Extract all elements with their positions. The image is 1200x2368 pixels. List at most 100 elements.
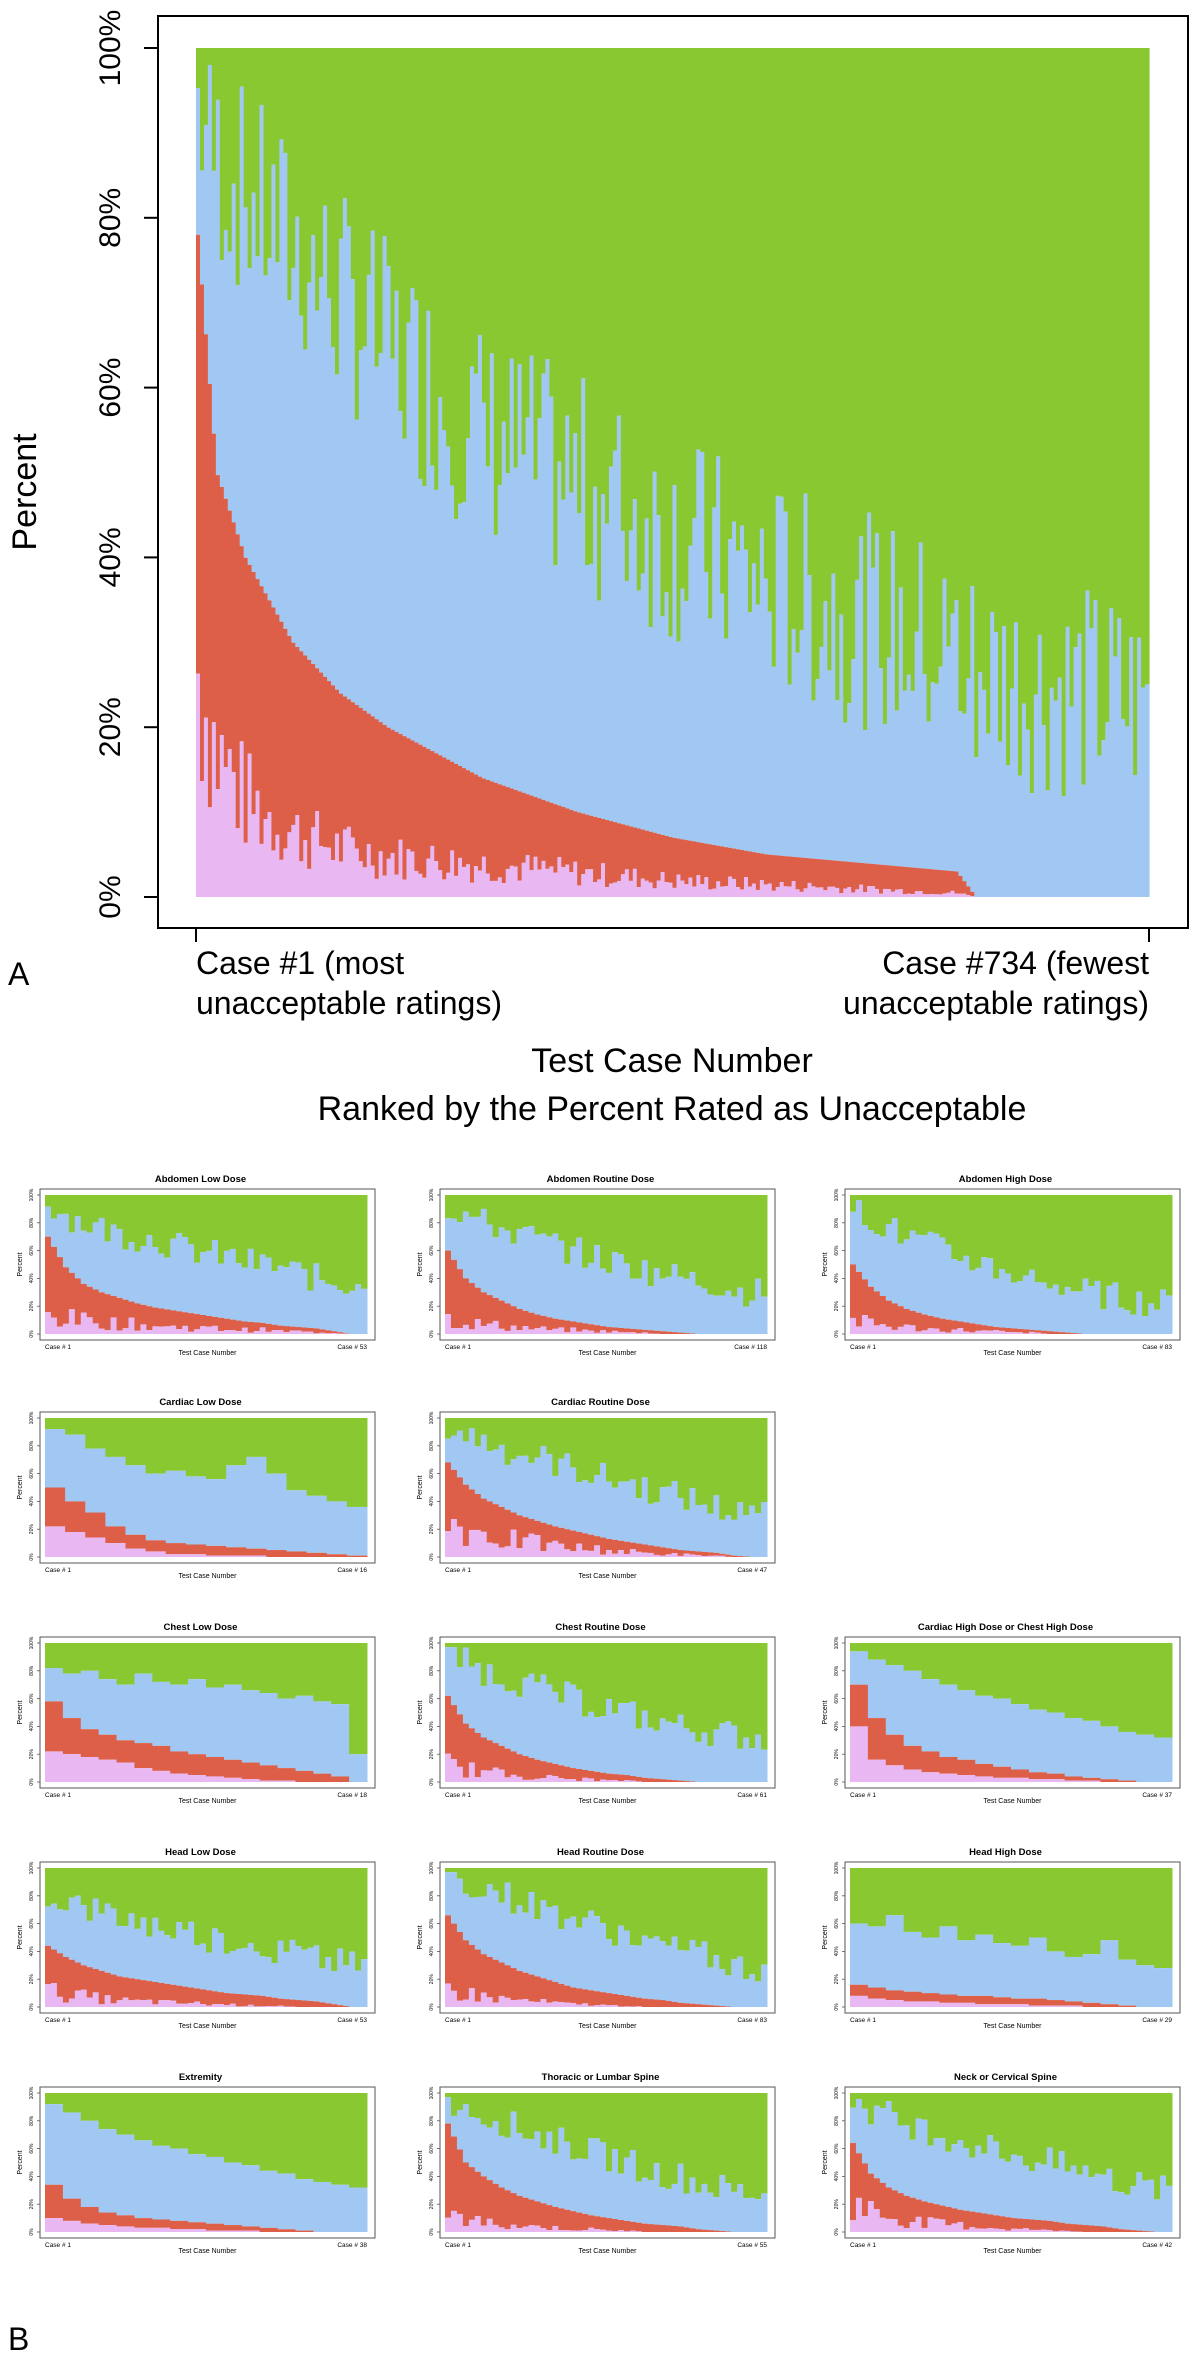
small-bar <box>921 1195 929 1334</box>
small-bar <box>1166 1195 1173 1334</box>
small-bar <box>185 1418 207 1557</box>
small-y-tick-label: 80% <box>429 1217 435 1228</box>
small-bar <box>1142 2093 1149 2232</box>
main-bar <box>215 48 221 897</box>
main-bar <box>1133 48 1138 897</box>
small-bar <box>164 1868 171 2007</box>
small-bar <box>623 1868 631 2007</box>
small-bars <box>445 1643 768 1782</box>
small-bar <box>606 1418 613 1557</box>
small-bar <box>749 1868 756 2007</box>
small-xlabel: Test Case Number <box>579 2023 638 2030</box>
small-y-tick-label: 100% <box>429 1188 435 1201</box>
small-y-tick-label: 60% <box>29 1468 35 1479</box>
small-bar <box>677 1643 685 1782</box>
small-y-tick-label: 60% <box>29 1245 35 1256</box>
small-y-tick-label: 20% <box>429 1749 435 1760</box>
small-bar <box>755 1195 762 1334</box>
main-bar <box>1085 48 1091 897</box>
small-plot-frame <box>39 2086 376 2239</box>
small-bar <box>1011 1868 1030 2007</box>
small-x-start-label: Case # 1 <box>445 2017 471 2024</box>
main-bar <box>1025 48 1031 897</box>
small-bars <box>445 1418 768 1557</box>
small-bar <box>689 1195 696 1334</box>
small-ylabel: Percent <box>17 1252 24 1276</box>
small-bar <box>462 1195 470 1334</box>
main-bar <box>612 48 618 897</box>
small-y-tick-label: 60% <box>429 1693 435 1704</box>
small-bar <box>319 1868 326 2007</box>
small-bar <box>158 1868 165 2007</box>
small-bar <box>206 1195 213 1334</box>
small-bar <box>194 1195 201 1334</box>
small-bar <box>504 1195 512 1334</box>
small-bar <box>295 1643 314 1782</box>
small-bar <box>128 1868 135 2007</box>
main-bar <box>593 48 598 897</box>
small-bar <box>235 1195 243 1334</box>
small-bar <box>665 2093 673 2232</box>
small-bar <box>241 2093 261 2232</box>
main-bar <box>902 48 908 897</box>
small-bar <box>713 1195 720 1334</box>
small-xlabel: Test Case Number <box>579 2248 638 2255</box>
small-bar <box>665 1643 673 1782</box>
main-bar <box>331 48 336 897</box>
small-bar <box>731 2093 738 2232</box>
small-bars <box>45 2093 368 2232</box>
main-bar <box>509 48 515 897</box>
small-x-end-label: Case # 42 <box>1142 2242 1172 2249</box>
small-bar <box>617 1195 625 1334</box>
small-bar <box>1112 2093 1119 2232</box>
small-bar <box>719 1195 726 1334</box>
small-bar <box>689 2093 696 2232</box>
small-bar <box>725 1418 732 1557</box>
main-y-tick-label: 40% <box>94 527 127 587</box>
small-bar <box>516 1195 524 1334</box>
small-bar <box>1124 1195 1131 1334</box>
main-bar <box>994 48 999 897</box>
main-bar <box>787 48 793 897</box>
small-bar <box>1070 2093 1078 2232</box>
main-bar <box>1002 48 1007 897</box>
small-bar <box>492 1643 500 1782</box>
small-bars <box>850 1643 1173 1782</box>
main-bar <box>894 48 900 897</box>
small-bar <box>188 2093 207 2232</box>
small-bar <box>683 1643 690 1782</box>
small-bar <box>1046 1195 1054 1334</box>
small-bar <box>534 2093 541 2232</box>
small-bar <box>80 1195 88 1334</box>
small-plot-frame <box>439 1636 776 1789</box>
small-bar <box>92 1195 100 1334</box>
small-bar <box>665 1868 673 2007</box>
small-chart-head-routine: 0% 20% 40% 60% 80% 100% Head Routine Dose Perce… <box>417 1847 776 2030</box>
main-bar <box>791 48 797 897</box>
small-bar <box>600 1643 607 1782</box>
small-chart-extremity: 0% 20% 40% 60% 80% 100% Extremity Percent Case #… <box>17 2072 376 2255</box>
small-y-tick-label: 20% <box>834 1301 840 1312</box>
main-xlabel-line2: Ranked by the Percent Rated as Unaccepta… <box>318 1090 1027 1128</box>
small-y-tick-label: 80% <box>834 1217 840 1228</box>
small-bar <box>641 1418 649 1557</box>
small-y-tick-label: 100% <box>29 1636 35 1649</box>
small-bar <box>62 1195 70 1334</box>
main-bar <box>855 48 860 897</box>
small-ylabel: Percent <box>822 1252 829 1276</box>
small-bar <box>540 1868 547 2007</box>
small-bar <box>468 1195 476 1334</box>
main-bar <box>505 48 511 897</box>
small-bar <box>98 1195 106 1334</box>
main-bar <box>247 48 253 897</box>
main-bar <box>962 48 967 897</box>
small-y-tick-label: 20% <box>29 1974 35 1985</box>
small-bar <box>951 1195 958 1334</box>
main-bar <box>1029 48 1035 897</box>
small-chart-title: Head Routine Dose <box>557 1847 644 1858</box>
main-bar <box>843 48 848 897</box>
main-bar <box>466 48 471 897</box>
main-bar <box>684 48 689 897</box>
small-x-end-label: Case # 55 <box>737 2242 767 2249</box>
